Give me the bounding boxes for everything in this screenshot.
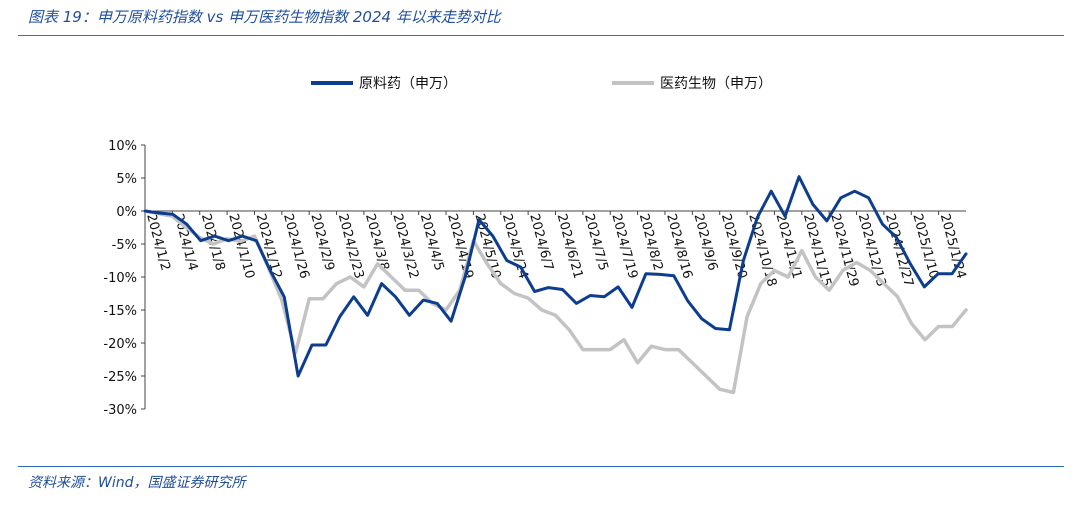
source-note: 资料来源：Wind，国盛证券研究所 bbox=[28, 475, 246, 491]
y-tick-label: -10% bbox=[103, 271, 137, 286]
line-chart: 原料药（申万） 医药生物（申万） 10% 5% 0% -5% -10% -15% -20% -2… bbox=[103, 76, 969, 418]
legend-label-2: 医药生物（申万） bbox=[660, 76, 772, 92]
x-tick-label: 2024/5/24 bbox=[499, 212, 531, 280]
series-layer bbox=[143, 175, 968, 395]
x-tick-label: 2024/1/2 bbox=[143, 212, 173, 272]
x-tick-label: 2024/9/20 bbox=[718, 212, 750, 280]
x-tick-label: 2024/3/22 bbox=[389, 212, 421, 280]
y-tick-label: -20% bbox=[103, 337, 137, 352]
x-tick-label: 2024/1/10 bbox=[225, 212, 257, 280]
y-tick-label: -5% bbox=[112, 238, 137, 253]
figure-title: 图表 19：申万原料药指数 vs 申万医药生物指数 2024 年以来走势对比 bbox=[28, 8, 501, 26]
y-axis: 10% 5% 0% -5% -10% -15% -20% -25% -30% bbox=[103, 139, 146, 418]
x-tick-label: 2024/2/9 bbox=[307, 212, 337, 272]
x-tick-label: 2024/2/23 bbox=[335, 212, 367, 280]
x-tick-label: 2024/8/16 bbox=[663, 212, 695, 280]
y-tick-label: 10% bbox=[108, 139, 137, 154]
x-tick-label: 2024/9/6 bbox=[690, 212, 720, 272]
x-tick-label: 2024/7/19 bbox=[608, 212, 640, 280]
y-tick-label: 0% bbox=[116, 205, 137, 220]
x-tick-label: 2024/1/4 bbox=[171, 212, 201, 272]
series-line-2 bbox=[143, 209, 968, 395]
y-tick-label: -30% bbox=[103, 403, 137, 418]
x-tick-label: 2024/4/5 bbox=[417, 212, 447, 272]
x-axis: 2024/1/22024/1/42024/1/82024/1/102024/1/… bbox=[143, 210, 969, 288]
bottom-divider bbox=[18, 466, 1064, 467]
x-tick-label: 2024/1/26 bbox=[280, 212, 312, 280]
x-tick-label: 2024/10/18 bbox=[745, 212, 779, 288]
x-tick-label: 2024/6/21 bbox=[554, 212, 586, 280]
y-tick-label: -25% bbox=[103, 370, 137, 385]
x-tick-label: 2024/7/5 bbox=[581, 212, 611, 272]
y-tick-label: -15% bbox=[103, 304, 137, 319]
chart-legend: 原料药（申万） 医药生物（申万） bbox=[311, 76, 772, 92]
x-tick-label: 2024/6/7 bbox=[526, 212, 556, 272]
series-line-1 bbox=[143, 175, 968, 378]
top-divider bbox=[18, 35, 1064, 36]
x-tick-label: 2025/1/24 bbox=[937, 212, 969, 280]
y-tick-label: 5% bbox=[116, 172, 137, 187]
x-tick-label: 2024/8/2 bbox=[636, 212, 666, 272]
legend-label-1: 原料药（申万） bbox=[359, 76, 457, 92]
